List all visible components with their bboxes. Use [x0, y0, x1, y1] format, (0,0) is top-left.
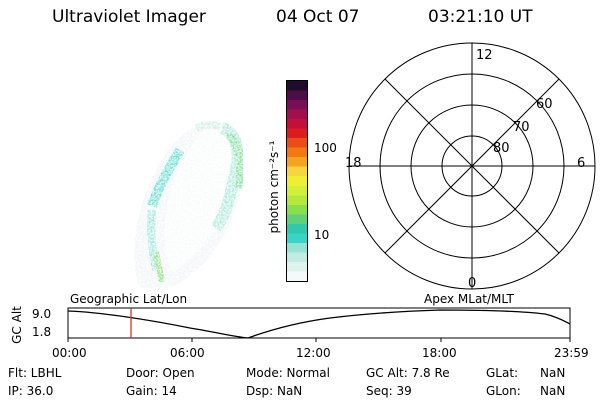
time-tick-1800: 18:00 — [422, 346, 457, 360]
time-tick-0000: 00:00 — [52, 346, 87, 360]
mode-info: Mode: Normal — [246, 366, 330, 380]
timeline-y-bottom: 1.8 — [32, 325, 52, 339]
mlt-label-18: 18 — [345, 156, 362, 171]
filter-info: Flt: LBHL — [8, 366, 62, 380]
mlat-label-80: 80 — [493, 141, 510, 156]
door-info: Door: Open — [126, 366, 195, 380]
seq-info: Seq: 39 — [366, 384, 412, 398]
timeline-y-top: 9.0 — [32, 307, 52, 321]
mlt-label-12: 12 — [476, 48, 493, 63]
timeline-frame — [67, 307, 571, 339]
ip-info: IP: 36.0 — [8, 384, 54, 398]
altitude-curve — [67, 309, 571, 339]
time-tick-1200: 12:00 — [296, 346, 331, 360]
polar-diagonal-2 — [384, 78, 560, 254]
glon-value: NaN — [540, 384, 566, 398]
dsp-info: Dsp: NaN — [246, 384, 303, 398]
colorbar-tick-100: 100 — [314, 141, 337, 155]
mlt-label-0: 0 — [468, 276, 477, 291]
glat-value: NaN — [540, 366, 566, 380]
mlat-label-60: 60 — [536, 97, 553, 112]
colorbar — [286, 80, 308, 282]
timeline-right-caption: Apex MLat/MLT — [424, 292, 514, 306]
gain-info: Gain: 14 — [126, 384, 177, 398]
mlat-label-70: 70 — [513, 120, 530, 135]
time-label: 03:21:10 UT — [428, 7, 533, 27]
glon-label: GLon: — [486, 384, 521, 398]
time-tick-0600: 06:00 — [170, 346, 205, 360]
instrument-title: Ultraviolet Imager — [52, 7, 206, 27]
mlt-label-6: 6 — [577, 156, 586, 171]
colorbar-fill — [287, 81, 307, 281]
date-label: 04 Oct 07 — [276, 7, 360, 27]
colorbar-tick-10: 10 — [314, 228, 330, 242]
time-tick-2359: 23:59 — [554, 346, 589, 360]
timeline-left-caption: Geographic Lat/Lon — [70, 292, 188, 306]
gc-alt-info: GC Alt: 7.8 Re — [366, 366, 450, 380]
glat-label: GLat: — [486, 366, 519, 380]
